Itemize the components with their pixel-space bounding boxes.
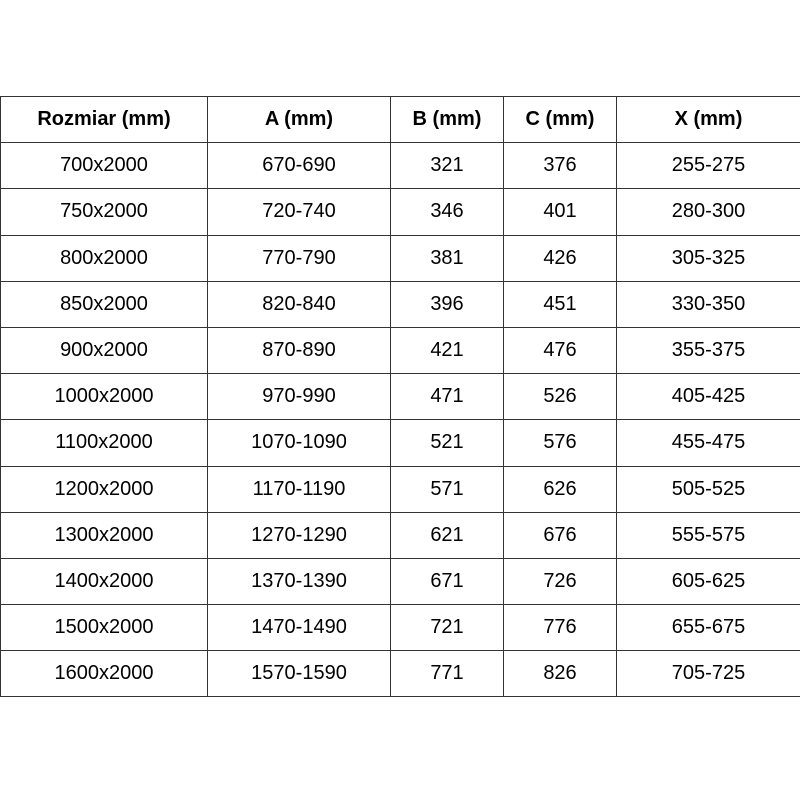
table-row: 1200x2000 1170-1190 571 626 505-525 xyxy=(0,465,800,513)
table-cell: 605-625 xyxy=(616,557,800,606)
table-cell: 770-790 xyxy=(207,234,391,282)
table-row: 850x2000 820-840 396 451 330-350 xyxy=(0,280,800,328)
table-cell: 280-300 xyxy=(616,188,800,236)
table-row: 900x2000 870-890 421 476 355-375 xyxy=(0,326,800,375)
table-cell: 800x2000 xyxy=(0,234,208,282)
table-cell: 555-575 xyxy=(616,511,800,559)
table-cell: 505-525 xyxy=(616,465,800,513)
table-cell: 571 xyxy=(390,465,504,513)
table-cell: 321 xyxy=(390,142,504,190)
table-row: 1500x2000 1470-1490 721 776 655-675 xyxy=(0,604,800,652)
table-cell: 870-890 xyxy=(207,326,391,375)
table-cell: 970-990 xyxy=(207,373,391,421)
table-cell: 455-475 xyxy=(616,419,800,467)
table-cell: 1600x2000 xyxy=(0,650,208,698)
table-cell: 1400x2000 xyxy=(0,557,208,606)
table-cell: 471 xyxy=(390,373,504,421)
table-cell: 1370-1390 xyxy=(207,557,391,606)
table-cell: 421 xyxy=(390,326,504,375)
table-cell: 1500x2000 xyxy=(0,604,208,652)
table-row: 1300x2000 1270-1290 621 676 555-575 xyxy=(0,511,800,559)
table-cell: 826 xyxy=(503,650,617,698)
table-cell: 1100x2000 xyxy=(0,419,208,467)
table-cell: 1570-1590 xyxy=(207,650,391,698)
table-cell: 1070-1090 xyxy=(207,419,391,467)
table-cell: 355-375 xyxy=(616,326,800,375)
table-cell: 1200x2000 xyxy=(0,465,208,513)
table-row: 1400x2000 1370-1390 671 726 605-625 xyxy=(0,557,800,606)
table-cell: 305-325 xyxy=(616,234,800,282)
column-header: B (mm) xyxy=(390,95,504,144)
table-cell: 900x2000 xyxy=(0,326,208,375)
table-row: 1000x2000 970-990 471 526 405-425 xyxy=(0,373,800,421)
table-cell: 376 xyxy=(503,142,617,190)
table-row: 700x2000 670-690 321 376 255-275 xyxy=(0,142,800,190)
table-cell: 255-275 xyxy=(616,142,800,190)
table-cell: 621 xyxy=(390,511,504,559)
table-cell: 750x2000 xyxy=(0,188,208,236)
table-cell: 771 xyxy=(390,650,504,698)
table-cell: 655-675 xyxy=(616,604,800,652)
table-cell: 346 xyxy=(390,188,504,236)
table-cell: 1000x2000 xyxy=(0,373,208,421)
table-cell: 671 xyxy=(390,557,504,606)
table-row: 1600x2000 1570-1590 771 826 705-725 xyxy=(0,650,800,698)
column-header: A (mm) xyxy=(207,95,391,144)
header-row: Rozmiar (mm) A (mm) B (mm) C (mm) X (mm) xyxy=(0,95,800,144)
table-row: 800x2000 770-790 381 426 305-325 xyxy=(0,234,800,282)
table-cell: 476 xyxy=(503,326,617,375)
table-cell: 396 xyxy=(390,280,504,328)
table-cell: 700x2000 xyxy=(0,142,208,190)
table-cell: 721 xyxy=(390,604,504,652)
table-cell: 451 xyxy=(503,280,617,328)
table-cell: 405-425 xyxy=(616,373,800,421)
table-cell: 820-840 xyxy=(207,280,391,328)
table-cell: 670-690 xyxy=(207,142,391,190)
table-cell: 576 xyxy=(503,419,617,467)
table-cell: 776 xyxy=(503,604,617,652)
table-cell: 705-725 xyxy=(616,650,800,698)
table-cell: 626 xyxy=(503,465,617,513)
table-cell: 676 xyxy=(503,511,617,559)
table-cell: 1300x2000 xyxy=(0,511,208,559)
table-row: 1100x2000 1070-1090 521 576 455-475 xyxy=(0,419,800,467)
dimensions-table: Rozmiar (mm) A (mm) B (mm) C (mm) X (mm) 700… xyxy=(0,95,800,698)
column-header: C (mm) xyxy=(503,95,617,144)
table-cell: 1170-1190 xyxy=(207,465,391,513)
table-cell: 526 xyxy=(503,373,617,421)
table-cell: 381 xyxy=(390,234,504,282)
table-row: 750x2000 720-740 346 401 280-300 xyxy=(0,188,800,236)
table-cell: 330-350 xyxy=(616,280,800,328)
table-cell: 426 xyxy=(503,234,617,282)
table-cell: 521 xyxy=(390,419,504,467)
table-cell: 726 xyxy=(503,557,617,606)
table-cell: 401 xyxy=(503,188,617,236)
table-cell: 1470-1490 xyxy=(207,604,391,652)
table-cell: 720-740 xyxy=(207,188,391,236)
table-cell: 850x2000 xyxy=(0,280,208,328)
column-header: X (mm) xyxy=(616,95,800,144)
column-header: Rozmiar (mm) xyxy=(0,95,208,144)
table-cell: 1270-1290 xyxy=(207,511,391,559)
